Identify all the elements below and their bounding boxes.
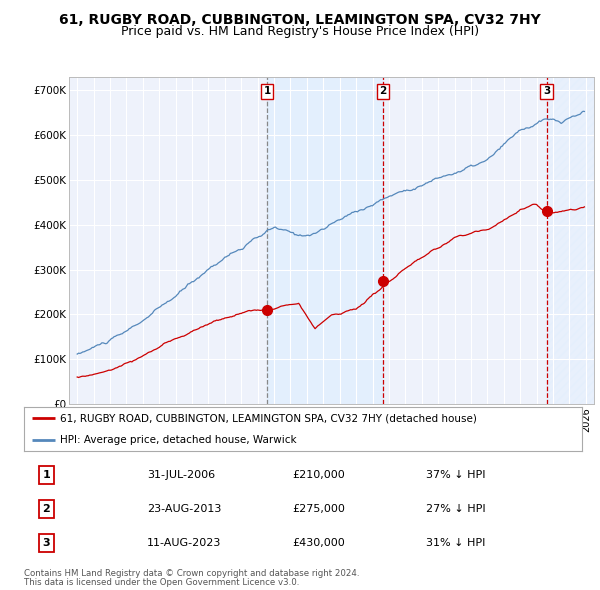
Bar <box>547 77 594 404</box>
Text: 37% ↓ HPI: 37% ↓ HPI <box>426 470 485 480</box>
Text: 61, RUGBY ROAD, CUBBINGTON, LEAMINGTON SPA, CV32 7HY (detached house): 61, RUGBY ROAD, CUBBINGTON, LEAMINGTON S… <box>60 413 477 423</box>
Text: 31% ↓ HPI: 31% ↓ HPI <box>426 538 485 548</box>
Text: 23-AUG-2013: 23-AUG-2013 <box>147 504 221 514</box>
Text: 61, RUGBY ROAD, CUBBINGTON, LEAMINGTON SPA, CV32 7HY: 61, RUGBY ROAD, CUBBINGTON, LEAMINGTON S… <box>59 13 541 27</box>
Text: 11-AUG-2023: 11-AUG-2023 <box>147 538 221 548</box>
Text: 31-JUL-2006: 31-JUL-2006 <box>147 470 215 480</box>
Text: £275,000: £275,000 <box>292 504 345 514</box>
Text: 27% ↓ HPI: 27% ↓ HPI <box>426 504 485 514</box>
Text: £210,000: £210,000 <box>292 470 344 480</box>
Text: This data is licensed under the Open Government Licence v3.0.: This data is licensed under the Open Gov… <box>24 578 299 587</box>
Text: 2: 2 <box>43 504 50 514</box>
Bar <box>267 77 383 404</box>
Text: £430,000: £430,000 <box>292 538 344 548</box>
Text: 3: 3 <box>43 538 50 548</box>
Text: 1: 1 <box>43 470 50 480</box>
Text: Contains HM Land Registry data © Crown copyright and database right 2024.: Contains HM Land Registry data © Crown c… <box>24 569 359 578</box>
Text: Price paid vs. HM Land Registry's House Price Index (HPI): Price paid vs. HM Land Registry's House … <box>121 25 479 38</box>
Text: 3: 3 <box>543 87 550 96</box>
Text: 1: 1 <box>263 87 271 96</box>
Text: 2: 2 <box>379 87 386 96</box>
Text: HPI: Average price, detached house, Warwick: HPI: Average price, detached house, Warw… <box>60 435 297 445</box>
